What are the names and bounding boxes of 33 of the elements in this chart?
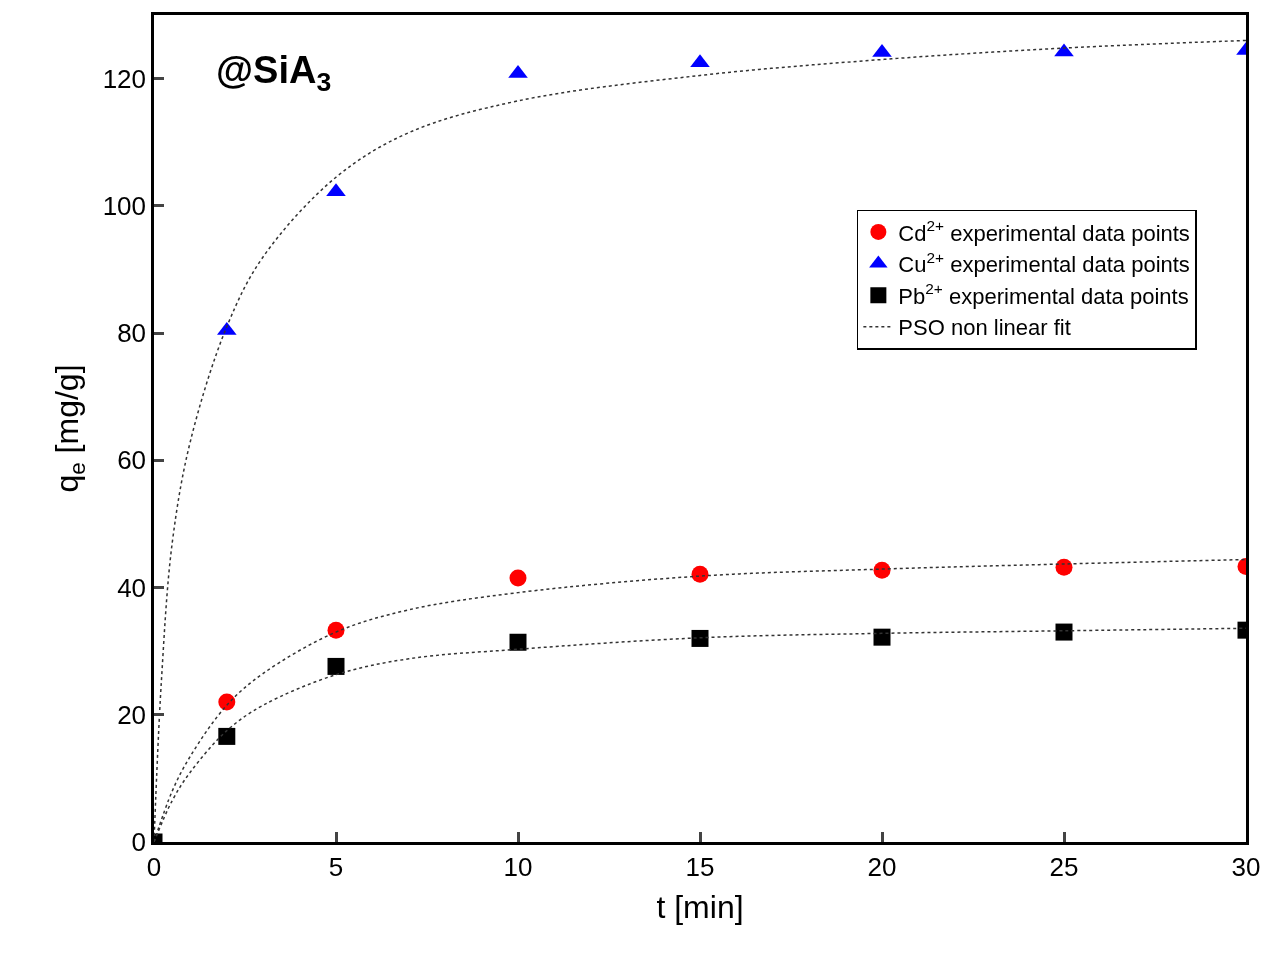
point	[327, 657, 345, 675]
y-tick-label: 80	[117, 318, 147, 349]
x-axis-title: t [min]	[656, 888, 744, 925]
x-tick-label: 10	[503, 851, 533, 882]
x-tick-label: 30	[1231, 851, 1261, 882]
point	[218, 693, 236, 711]
x-tick-label: 5	[328, 851, 344, 882]
point	[873, 628, 891, 646]
legend-label: Cd$^{2+}$ experimental data points	[898, 217, 1190, 246]
point	[873, 561, 891, 579]
y-tick-label: 60	[117, 445, 147, 476]
legend-label: Pb$^{2+}$ experimental data points	[898, 280, 1189, 309]
point	[327, 621, 345, 639]
point	[691, 565, 709, 583]
point	[1054, 43, 1074, 57]
legend-label: Cu$^{2+}$ experimental data points	[898, 248, 1190, 278]
y-tick-label: 0	[131, 827, 147, 858]
point	[326, 183, 346, 197]
point	[509, 633, 527, 651]
x-tick-label: 15	[685, 851, 715, 882]
legend-label: PSO non linear fit	[898, 315, 1071, 341]
x-tick-label: 25	[1049, 851, 1079, 882]
point	[509, 569, 527, 587]
point	[1055, 558, 1073, 576]
y-tick-label: 40	[117, 572, 147, 603]
point	[218, 727, 236, 745]
point	[691, 629, 709, 647]
point	[1055, 623, 1073, 641]
annotation: @SiA$_{3}$	[216, 49, 332, 97]
y-tick-label: 120	[102, 63, 147, 94]
x-tick-label: 20	[867, 851, 897, 882]
y-tick-label: 100	[102, 190, 147, 221]
y-tick-label: 20	[117, 699, 147, 730]
